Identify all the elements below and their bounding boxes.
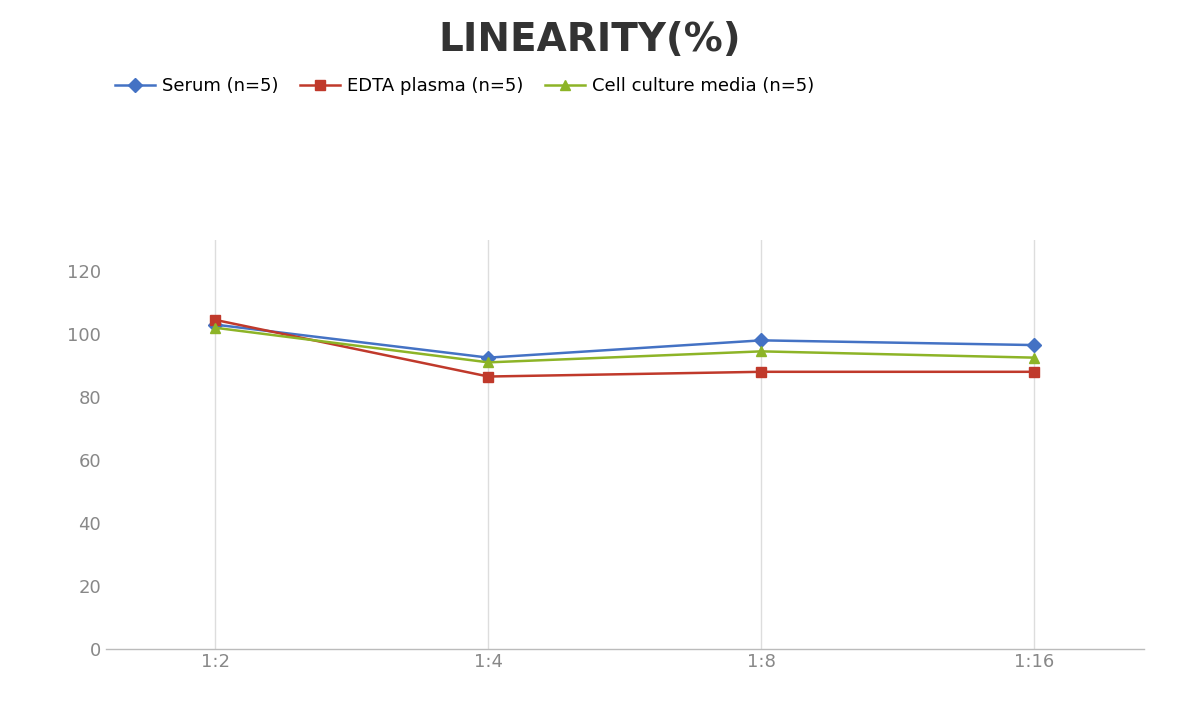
EDTA plasma (n=5) (755, 367, 769, 376)
Cell culture media (n=5) (209, 324, 223, 332)
EDTA plasma (n=5) (1027, 367, 1041, 376)
Serum (n=5) (209, 320, 223, 329)
Text: LINEARITY(%): LINEARITY(%) (439, 21, 740, 59)
Serum (n=5) (481, 353, 495, 362)
EDTA plasma (n=5) (209, 316, 223, 324)
Line: Serum (n=5): Serum (n=5) (211, 320, 1039, 362)
Cell culture media (n=5) (1027, 353, 1041, 362)
Line: EDTA plasma (n=5): EDTA plasma (n=5) (211, 315, 1039, 381)
Cell culture media (n=5) (755, 347, 769, 355)
EDTA plasma (n=5) (481, 372, 495, 381)
Serum (n=5) (1027, 341, 1041, 349)
Legend: Serum (n=5), EDTA plasma (n=5), Cell culture media (n=5): Serum (n=5), EDTA plasma (n=5), Cell cul… (116, 77, 815, 95)
Serum (n=5) (755, 336, 769, 345)
Cell culture media (n=5) (481, 358, 495, 367)
Line: Cell culture media (n=5): Cell culture media (n=5) (211, 323, 1039, 367)
